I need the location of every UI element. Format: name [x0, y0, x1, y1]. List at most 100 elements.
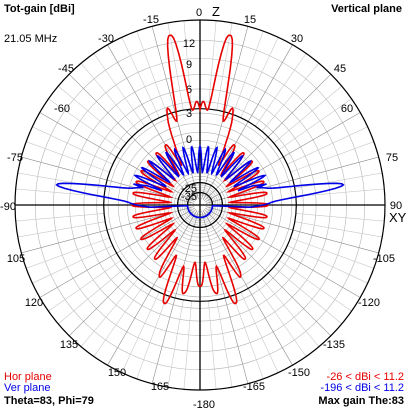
frequency-label: 21.05 MHz	[4, 33, 58, 45]
angle-label: -90	[0, 201, 16, 213]
grid-spoke	[287, 245, 368, 284]
grid-spoke	[121, 37, 160, 118]
grid-spoke	[32, 245, 113, 284]
grid-spoke	[48, 98, 122, 150]
horizon-label: XY	[389, 210, 407, 225]
grid-spoke	[287, 126, 368, 165]
angle-label: 0	[196, 7, 202, 19]
grid-spoke	[295, 213, 385, 222]
max-gain-readout: Max gain The:83	[318, 395, 404, 407]
grid-spoke	[15, 188, 105, 197]
ring-label: 9	[186, 59, 192, 71]
grid-spoke	[202, 210, 293, 366]
grid-spoke	[208, 20, 217, 110]
grid-spoke	[93, 53, 145, 127]
angle-label: -165	[243, 381, 265, 393]
angle-label: 150	[108, 367, 126, 379]
grid-spoke	[26, 141, 110, 173]
angle-label: -135	[323, 339, 345, 351]
grid-spoke	[261, 63, 320, 132]
grid-spoke	[167, 22, 184, 111]
grid-spoke	[151, 210, 199, 384]
grid-spoke	[15, 213, 105, 222]
grid-spoke	[216, 22, 233, 111]
angle-label: -15	[143, 14, 159, 26]
theta-phi-readout: Theta=83, Phi=79	[4, 395, 94, 407]
grid-spoke	[32, 126, 113, 165]
grid-spoke	[167, 299, 184, 388]
legend-ver-plane: Ver plane	[4, 382, 51, 394]
angle-label: 135	[60, 339, 78, 351]
angle-label: -45	[58, 63, 74, 75]
ring-label: 6	[186, 84, 192, 96]
grid-spoke	[255, 53, 307, 127]
grid-spoke	[295, 188, 385, 197]
grid-spoke	[273, 85, 342, 144]
grid-spoke	[240, 37, 279, 118]
grid-spoke	[216, 299, 233, 388]
grid-spoke	[58, 85, 127, 144]
angle-label: -60	[54, 103, 70, 115]
angle-label: 90	[390, 200, 402, 212]
ring-label: 12	[183, 38, 195, 50]
grid-spoke	[290, 141, 374, 173]
grid-spoke	[208, 300, 217, 390]
grid-spoke	[80, 63, 139, 132]
angle-label: -180	[193, 399, 215, 409]
angle-label: -120	[358, 297, 380, 309]
zenith-label: Z	[212, 4, 220, 19]
grid-spoke	[93, 283, 145, 357]
ring-label: -35	[181, 191, 197, 203]
angle-label: 105	[7, 253, 25, 265]
grid-spoke	[58, 266, 127, 325]
angle-label: 45	[334, 63, 346, 75]
grid-spoke	[294, 172, 383, 189]
grid-spoke	[48, 260, 122, 312]
grid-spoke	[136, 31, 168, 115]
grid-spoke	[39, 207, 195, 298]
hor-range-label: -26 < dBi < 11.2	[326, 371, 404, 383]
angle-label: -105	[373, 253, 395, 265]
grid-spoke	[26, 237, 110, 269]
grid-spoke	[273, 266, 342, 325]
grid-spoke	[205, 207, 361, 298]
grid-spoke	[294, 221, 383, 238]
grid-spoke	[278, 260, 352, 312]
ver-range-label: -196 < dBi < 11.2	[320, 382, 404, 394]
grid-spoke	[136, 295, 168, 379]
grid-spoke	[201, 26, 249, 200]
grid-spoke	[151, 26, 199, 200]
angle-label: -150	[288, 367, 310, 379]
grid-spoke	[39, 112, 195, 203]
grid-spoke	[255, 283, 307, 357]
grid-spoke	[183, 300, 192, 390]
legend-hor-plane: Hor plane	[4, 371, 52, 383]
grid-spoke	[232, 31, 264, 115]
grid-spoke	[290, 237, 374, 269]
ring-label: -25	[181, 183, 197, 195]
grid-spoke	[240, 292, 279, 373]
ring-label: 3	[186, 108, 192, 120]
angle-label: 15	[244, 14, 256, 26]
plane-label: Vertical plane	[331, 3, 402, 15]
ring-label: 0	[186, 134, 192, 146]
grid-spoke	[183, 20, 192, 110]
angle-label: -75	[7, 152, 23, 164]
grid-spoke	[121, 292, 160, 373]
angle-label: 30	[291, 33, 303, 45]
angle-label: -30	[98, 33, 114, 45]
chart-title: Tot-gain [dBi]	[4, 3, 75, 15]
angle-label: 60	[341, 103, 353, 115]
grid-spoke	[17, 172, 106, 189]
grid-spoke	[232, 295, 264, 379]
grid-spoke	[80, 278, 139, 347]
grid-spoke	[201, 210, 249, 384]
angle-label: 75	[386, 152, 398, 164]
grid-spoke	[261, 278, 320, 347]
angle-label: 120	[25, 297, 43, 309]
grid-spoke	[205, 112, 361, 203]
grid-spoke	[17, 221, 106, 238]
series-ver-plane-trace	[55, 144, 345, 219]
